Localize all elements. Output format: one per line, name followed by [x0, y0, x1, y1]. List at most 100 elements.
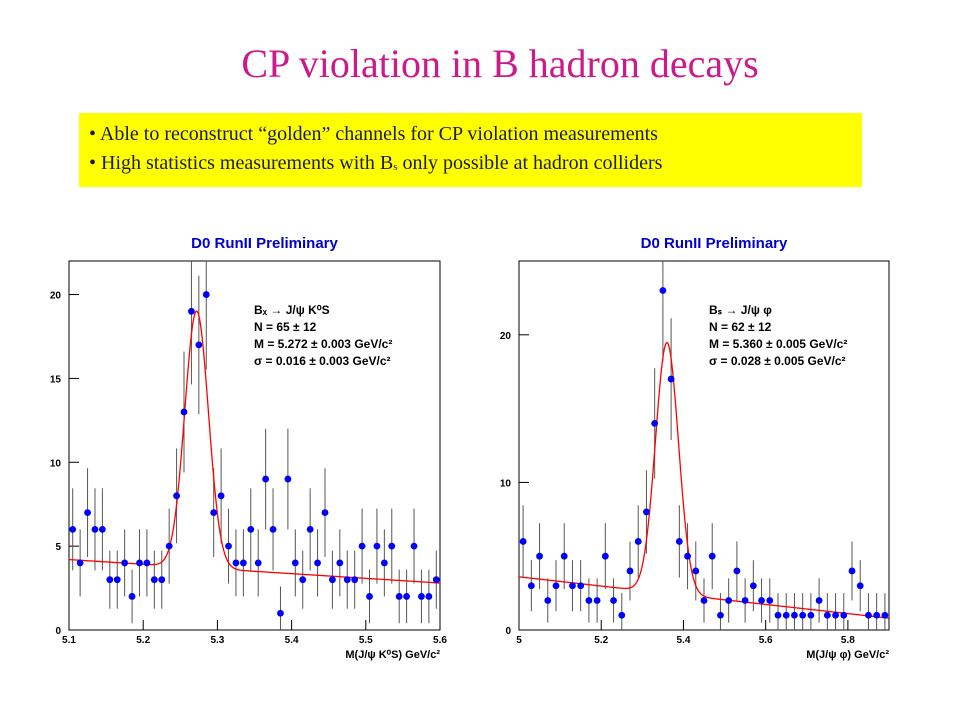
y-tick-label: 10: [500, 478, 512, 489]
data-point: [758, 597, 765, 604]
x-tick-label: 5.2: [136, 635, 150, 646]
y-tick-label: 0: [55, 626, 61, 637]
data-point: [536, 552, 543, 560]
data-point: [262, 475, 270, 483]
x-tick-label: 5.2: [594, 635, 608, 646]
data-point: [84, 509, 91, 516]
bullet-text: High statistics measurements with B: [101, 152, 394, 174]
data-point: [791, 611, 798, 619]
data-point: [659, 287, 667, 294]
bd-mass-chart: D0 RunII Preliminary 5.1 5.2 5.3 5.4 5.5 5.6 0 5…: [50, 235, 448, 661]
fit-annotation-line: N = 65 ± 12: [254, 320, 317, 334]
x-tick-label: 5.5: [359, 635, 373, 646]
fit-annotation-line: M = 5.360 ± 0.005 GeV/c²: [709, 337, 847, 351]
data-point: [832, 611, 839, 619]
y-tick-label: 10: [50, 458, 62, 469]
bullet-box: • Able to reconstruct “golden” channels …: [79, 113, 862, 187]
data-point: [643, 508, 650, 516]
y-tick-label: 20: [50, 291, 62, 302]
x-axis-label: M(J/ψ K⁰S) GeV/c²: [345, 649, 440, 661]
data-point: [626, 567, 634, 575]
data-point: [351, 576, 359, 584]
data-point: [733, 567, 741, 575]
data-point: [807, 611, 815, 619]
data-point: [410, 542, 418, 550]
x-axis-label: M(J/ψ φ) GeV/c²: [806, 649, 889, 661]
data-point: [106, 576, 114, 584]
data-point: [269, 525, 277, 533]
data-point: [173, 492, 180, 500]
data-point: [560, 552, 568, 560]
data-point: [675, 538, 683, 545]
data-point: [291, 559, 299, 567]
data-point: [708, 552, 716, 560]
chart-title: D0 RunII Preliminary: [191, 235, 338, 252]
fit-annotation-line: Bₛ → J/ψ φ: [709, 303, 772, 317]
x-tick-label: 5.1: [62, 635, 76, 646]
y-tick-label: 15: [50, 374, 62, 385]
data-point: [247, 525, 255, 533]
data-point: [651, 419, 659, 427]
data-point: [725, 597, 733, 604]
data-point: [544, 597, 552, 604]
data-point: [425, 593, 433, 600]
x-tick-label: 5.4: [676, 635, 690, 646]
data-point: [343, 576, 351, 584]
data-point: [799, 611, 807, 619]
y-tick-label: 5: [55, 542, 61, 553]
data-point: [815, 597, 823, 604]
x-tick-label: 5.4: [285, 635, 299, 646]
data-point: [299, 576, 307, 584]
data-point: [684, 552, 691, 560]
data-point: [284, 475, 292, 483]
data-point: [158, 576, 166, 584]
data-point: [848, 567, 856, 575]
data-point: [329, 576, 336, 584]
bullet-item-1: • Able to reconstruct “golden” channels …: [89, 120, 862, 149]
data-point: [840, 611, 848, 619]
data-point: [69, 525, 77, 533]
data-point: [569, 582, 576, 590]
x-tick-label: 5.6: [433, 635, 447, 646]
data-point: [618, 611, 626, 619]
data-point: [865, 611, 872, 619]
data-point: [774, 611, 782, 619]
data-point: [121, 559, 129, 567]
data-point: [881, 611, 889, 619]
data-point: [202, 291, 210, 298]
data-point: [314, 559, 321, 567]
bullet-marker: •: [89, 123, 97, 145]
data-point: [766, 597, 774, 604]
data-point: [585, 597, 593, 604]
fit-annotation-line: σ = 0.028 ± 0.005 GeV/c²: [709, 354, 846, 368]
bullet-subscript: s: [393, 161, 398, 173]
data-point: [366, 593, 373, 600]
data-point: [128, 593, 136, 600]
data-point: [113, 576, 121, 584]
data-point: [277, 609, 284, 617]
data-point: [395, 593, 403, 600]
data-point: [519, 538, 527, 545]
data-point: [667, 375, 675, 383]
data-point: [700, 597, 708, 604]
data-point: [143, 559, 151, 567]
data-point: [165, 542, 173, 550]
data-point: [76, 559, 84, 567]
data-point: [552, 582, 560, 590]
data-point: [358, 542, 366, 550]
data-point: [749, 582, 757, 590]
x-tick-label: 5.8: [841, 635, 855, 646]
data-point: [418, 593, 425, 600]
data-point: [98, 525, 106, 533]
x-tick-label: 5.6: [759, 635, 773, 646]
chart-title: D0 RunII Preliminary: [641, 235, 788, 252]
fit-curve: [68, 310, 441, 584]
fit-annotation-line: M = 5.272 ± 0.003 GeV/c²: [254, 337, 392, 351]
y-tick-label: 20: [500, 331, 512, 342]
data-point: [403, 593, 411, 600]
data-point: [225, 542, 232, 550]
data-point: [91, 525, 99, 533]
data-point: [180, 408, 188, 416]
data-point: [432, 576, 440, 584]
data-point: [873, 611, 881, 619]
